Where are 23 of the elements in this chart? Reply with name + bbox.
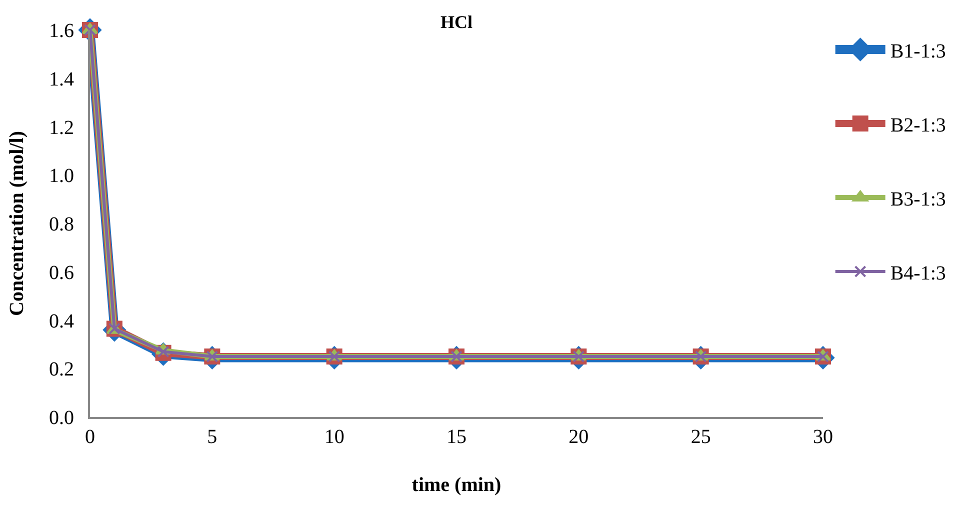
y-tick-label: 1.4 [49, 68, 74, 90]
y-tick-label: 0.2 [49, 358, 74, 381]
y-tick-label: 0.4 [49, 310, 74, 332]
y-tick-label: 1.0 [49, 165, 74, 188]
x-tick-label: 20 [568, 426, 589, 448]
x-tick-label: 0 [85, 426, 95, 448]
legend-label: B1-1:3 [890, 40, 946, 62]
y-tick-label: 0.6 [49, 262, 74, 284]
x-tick-label: 25 [690, 426, 711, 448]
x-tick-label: 30 [813, 426, 833, 448]
chart-title: HCl [440, 12, 473, 32]
x-tick-label: 10 [324, 426, 344, 448]
legend-label: B2-1:3 [890, 114, 946, 136]
legend-label: B3-1:3 [890, 188, 946, 210]
x-tick-label: 15 [446, 426, 466, 448]
y-tick-label: 0.8 [49, 214, 74, 236]
y-axis-title: Concentration (mol/l) [6, 131, 28, 316]
y-tick-label: 1.6 [49, 20, 74, 42]
legend-label: B4-1:3 [890, 262, 946, 284]
x-axis-title: time (min) [412, 474, 502, 496]
y-tick-label: 1.2 [49, 116, 74, 139]
y-tick-label: 0.0 [49, 407, 74, 429]
x-tick-label: 5 [207, 426, 218, 448]
